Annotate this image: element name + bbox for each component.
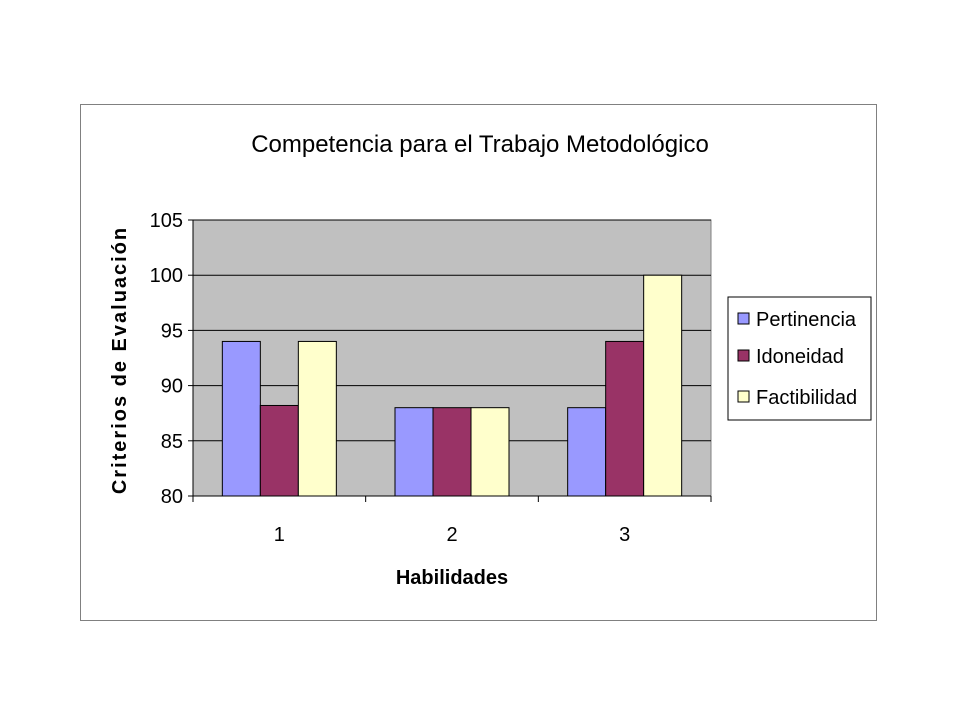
legend: Pertinencia Idoneidad Factibilidad (727, 296, 872, 421)
legend-swatch-idoneidad (737, 349, 750, 362)
bars (221, 274, 683, 497)
y-tick-label: 105 (150, 210, 183, 232)
bar-pertinencia-1 (221, 340, 261, 497)
bar-idoneidad-3 (605, 340, 645, 497)
legend-label-factibilidad: Factibilidad (756, 387, 857, 409)
bar-pertinencia-3 (567, 407, 607, 497)
y-tick-label: 90 (161, 376, 183, 398)
x-tick-label: 1 (274, 524, 285, 546)
bar-factibilidad-1 (297, 340, 337, 497)
bar-factibilidad-3 (643, 274, 683, 497)
legend-swatch-pertinencia (737, 312, 750, 325)
y-tick-label: 85 (161, 431, 183, 453)
x-axis-ticks: 1 2 3 (192, 496, 712, 546)
x-tick-label: 3 (619, 524, 630, 546)
bar-idoneidad-2 (432, 407, 472, 497)
x-axis-label: Habilidades (396, 567, 508, 589)
legend-label-pertinencia: Pertinencia (756, 309, 857, 331)
y-axis-ticks: 80 85 90 95 100 105 (150, 210, 193, 508)
legend-label-idoneidad: Idoneidad (756, 346, 844, 368)
y-tick-label: 95 (161, 320, 183, 342)
bar-idoneidad-1 (259, 404, 299, 497)
legend-swatch-factibilidad (737, 390, 750, 403)
legend-box (727, 296, 872, 421)
y-axis-label: Criterios de Evaluación (109, 226, 131, 494)
y-tick-label: 80 (161, 486, 183, 508)
bar-factibilidad-2 (470, 407, 510, 497)
bar-pertinencia-2 (394, 407, 434, 497)
x-tick-label: 2 (446, 524, 457, 546)
y-tick-label: 100 (150, 265, 183, 287)
chart-title: Competencia para el Trabajo Metodológico (251, 131, 709, 158)
